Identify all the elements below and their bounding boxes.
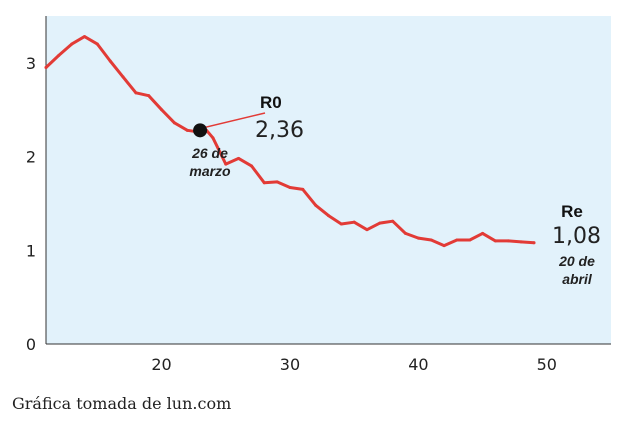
data-point bbox=[172, 121, 176, 125]
data-point bbox=[44, 66, 48, 70]
x-tick-label: 40 bbox=[408, 355, 428, 374]
data-point bbox=[301, 187, 305, 191]
data-point bbox=[455, 238, 459, 242]
data-point bbox=[211, 136, 215, 140]
data-point bbox=[468, 238, 472, 242]
data-point bbox=[519, 240, 523, 244]
r0-label: R0 bbox=[260, 93, 282, 112]
data-point bbox=[160, 108, 164, 112]
data-point bbox=[481, 231, 485, 235]
x-tick-label: 50 bbox=[537, 355, 557, 374]
data-point bbox=[327, 214, 330, 218]
data-point bbox=[288, 185, 292, 189]
chart-caption: Gráfica tomada de lun.com bbox=[12, 394, 232, 413]
re-label: Re bbox=[561, 202, 583, 221]
data-point bbox=[352, 220, 356, 224]
r0-date-line2: marzo bbox=[189, 163, 231, 179]
data-point bbox=[185, 128, 189, 132]
data-point bbox=[108, 59, 112, 63]
data-point bbox=[429, 238, 433, 242]
data-point bbox=[314, 203, 318, 207]
y-tick-label: 3 bbox=[26, 54, 36, 73]
data-point bbox=[134, 91, 138, 95]
data-point bbox=[391, 219, 395, 223]
series-line bbox=[44, 35, 536, 248]
data-point bbox=[83, 35, 87, 39]
data-point bbox=[70, 42, 74, 46]
re-value: 1,08 bbox=[552, 224, 601, 249]
r0-value: 2,36 bbox=[255, 118, 304, 143]
data-point bbox=[147, 94, 151, 98]
re-date-line1: 20 de bbox=[558, 253, 595, 269]
data-point bbox=[57, 53, 61, 57]
r0-marker bbox=[193, 123, 208, 138]
line-chart: 0 1 2 3 20 30 40 50 R0 2,36 26 de marzo Re 1,0… bbox=[26, 16, 611, 374]
data-point bbox=[339, 222, 343, 226]
data-point bbox=[416, 236, 420, 240]
data-point bbox=[506, 239, 510, 243]
data-point bbox=[95, 42, 99, 46]
data-point bbox=[378, 221, 382, 225]
r0-leader-line bbox=[204, 112, 266, 129]
data-point bbox=[224, 162, 228, 166]
plot-background bbox=[46, 16, 611, 344]
data-point bbox=[365, 228, 369, 232]
data-point bbox=[493, 239, 497, 243]
y-tick-label: 2 bbox=[26, 148, 36, 167]
x-tick-label: 20 bbox=[151, 355, 171, 374]
data-point bbox=[237, 156, 241, 160]
data-point bbox=[275, 180, 279, 184]
re-date-line2: abril bbox=[562, 271, 593, 287]
data-point bbox=[262, 181, 266, 185]
data-point bbox=[404, 231, 408, 235]
x-tick-label: 30 bbox=[280, 355, 300, 374]
data-point bbox=[532, 241, 536, 245]
data-point bbox=[249, 164, 253, 168]
data-point bbox=[442, 244, 446, 248]
data-point bbox=[121, 75, 125, 79]
r0-date-line1: 26 de bbox=[191, 145, 228, 161]
y-tick-label: 0 bbox=[26, 335, 36, 354]
y-tick-label: 1 bbox=[26, 241, 36, 260]
